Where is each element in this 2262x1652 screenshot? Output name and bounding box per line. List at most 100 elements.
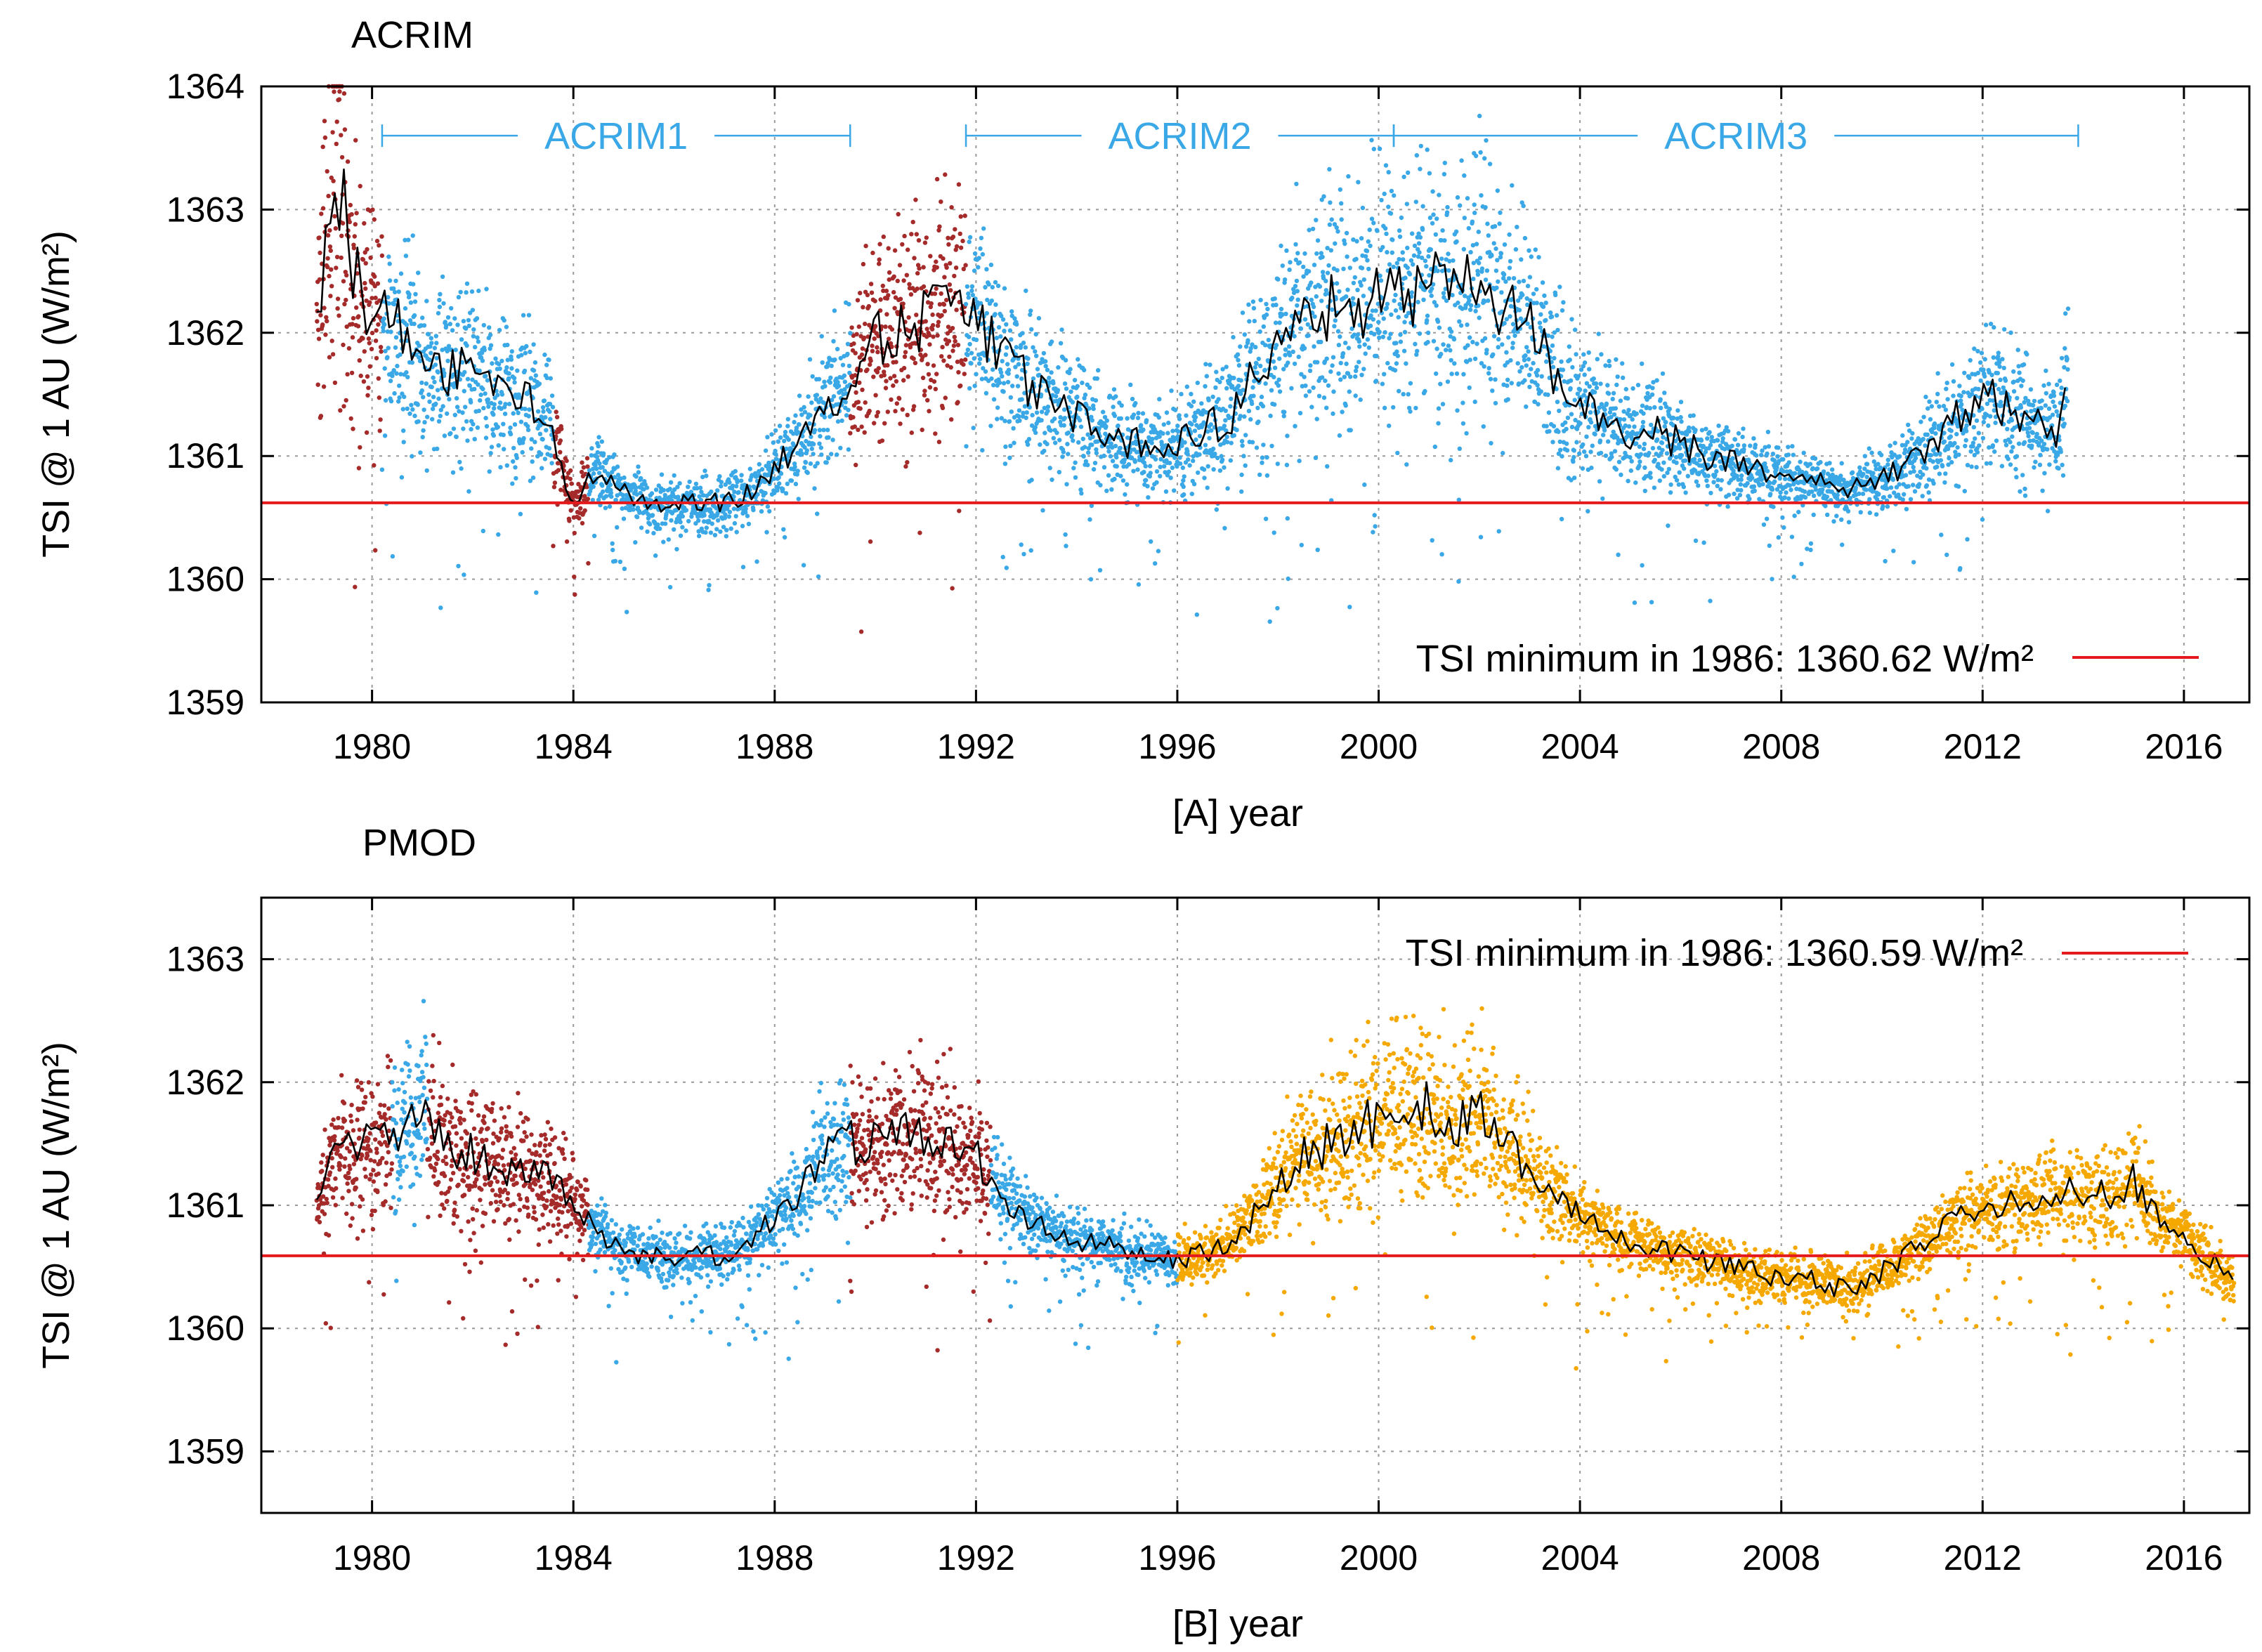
data-point [1206, 398, 1211, 402]
data-point [645, 529, 650, 535]
data-point [540, 405, 546, 410]
data-point [1640, 563, 1645, 568]
data-point [1000, 374, 1005, 379]
data-point [602, 468, 608, 473]
data-point [1397, 234, 1403, 240]
data-point [950, 326, 955, 331]
data-point [1510, 341, 1515, 346]
data-point [1425, 313, 1430, 318]
data-point [1521, 278, 1526, 284]
data-point [1092, 461, 1098, 466]
data-point [1576, 374, 1581, 379]
data-point [1236, 358, 1241, 362]
data-point [1119, 403, 1124, 408]
data-point [877, 242, 882, 247]
data-point [1328, 248, 1334, 253]
data-point [1112, 413, 1118, 419]
data-point [785, 417, 791, 421]
data-point [1732, 437, 1738, 442]
data-point [1369, 216, 1375, 221]
data-point [421, 428, 426, 433]
data-point [1114, 454, 1119, 460]
data-point [509, 357, 514, 362]
data-point [522, 368, 528, 374]
data-point [499, 358, 504, 364]
data-point [1495, 188, 1500, 193]
data-point [1312, 344, 1316, 349]
data-point [1297, 459, 1302, 464]
data-point [1366, 239, 1371, 244]
data-point [426, 392, 431, 397]
data-point [1338, 334, 1342, 339]
data-point [1536, 255, 1541, 260]
data-point [582, 494, 587, 499]
data-point [1411, 253, 1417, 258]
data-point [986, 282, 991, 287]
data-point [1170, 465, 1175, 471]
data-point [963, 263, 968, 268]
data-point [438, 291, 443, 296]
data-point [1062, 381, 1068, 386]
data-point [415, 402, 420, 407]
data-point [1739, 487, 1744, 493]
data-point [1668, 482, 1673, 487]
data-point [1331, 389, 1336, 394]
data-point [393, 335, 399, 340]
data-point [1630, 386, 1635, 391]
data-point [621, 516, 627, 521]
data-point [607, 454, 612, 460]
data-point [603, 506, 608, 511]
data-point [1028, 308, 1033, 313]
data-point [468, 310, 473, 315]
data-point [1157, 434, 1162, 439]
data-point [710, 521, 714, 526]
data-point [1606, 391, 1611, 396]
data-point [1263, 381, 1268, 386]
data-point [608, 490, 613, 495]
data-point [1113, 443, 1118, 449]
data-point [976, 361, 982, 366]
data-point [1577, 387, 1583, 393]
data-point [1303, 393, 1309, 398]
data-point [789, 478, 795, 483]
data-point [391, 286, 396, 291]
data-point [543, 415, 548, 420]
data-point [1535, 383, 1540, 388]
data-point [1290, 295, 1295, 301]
data-point [984, 310, 990, 316]
data-point [1493, 268, 1499, 273]
data-point [535, 454, 540, 459]
data-point [955, 400, 960, 405]
data-point [1565, 415, 1571, 420]
data-point [942, 275, 947, 280]
data-point [542, 352, 547, 358]
data-point [1231, 433, 1237, 438]
data-point [579, 469, 584, 475]
data-point [1535, 367, 1541, 373]
data-point [623, 506, 628, 511]
data-point [1357, 344, 1362, 349]
data-point [1482, 336, 1488, 341]
data-point [1261, 442, 1266, 447]
data-point [1189, 421, 1194, 427]
data-point [1052, 417, 1057, 421]
data-point [874, 414, 880, 419]
data-point [1312, 263, 1317, 268]
data-point [492, 406, 497, 411]
data-point [1888, 494, 1892, 499]
data-point [1307, 389, 1312, 394]
data-point [1403, 275, 1408, 280]
data-point [417, 343, 421, 348]
data-point [1168, 476, 1173, 480]
data-point [1466, 225, 1471, 231]
data-point [764, 530, 769, 535]
data-point [897, 263, 903, 268]
data-point [1075, 394, 1080, 400]
data-point [1007, 455, 1012, 460]
data-point [497, 327, 502, 333]
data-point [1205, 464, 1210, 469]
data-point [1468, 249, 1473, 255]
data-point [1385, 360, 1390, 366]
data-point [1203, 383, 1208, 389]
data-point [1885, 486, 1890, 491]
